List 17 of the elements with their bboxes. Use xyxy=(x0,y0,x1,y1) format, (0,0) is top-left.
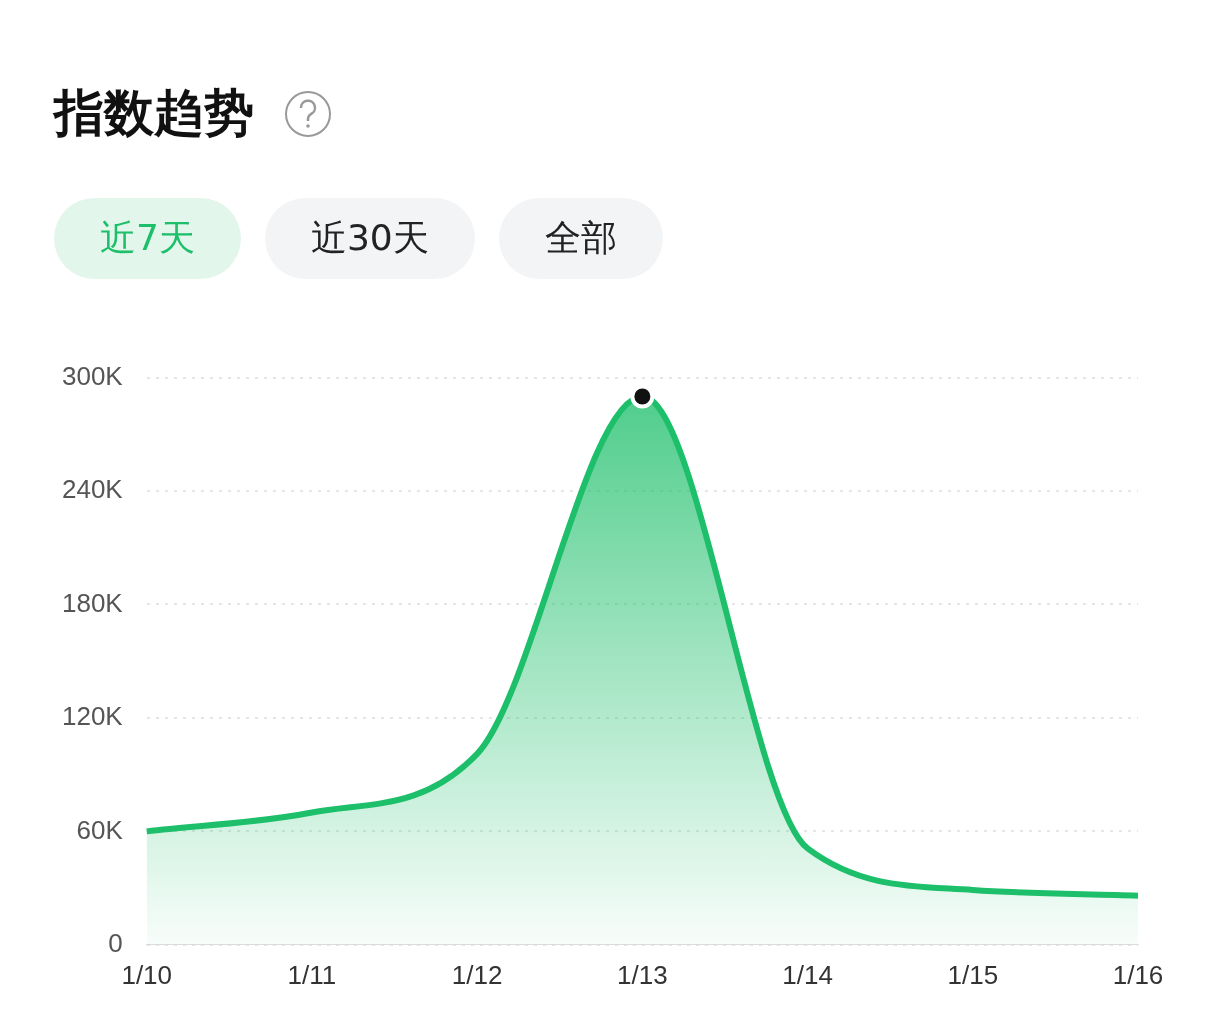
y-tick-label: 0 xyxy=(108,927,123,958)
x-tick-label: 1/10 xyxy=(121,959,173,990)
text: 近7天 xyxy=(54,198,241,279)
x-tick-label: 1/12 xyxy=(451,959,503,990)
y-tick-label: 120K xyxy=(61,701,124,732)
y-tick-label: 300K xyxy=(61,360,124,391)
chart-title: 指数趋势 xyxy=(54,83,254,144)
y-tick-label: 180K xyxy=(61,587,124,618)
x-tick-label: 1/16 xyxy=(1112,959,1164,990)
x-tick-label: 1/14 xyxy=(782,959,833,990)
x-tick-label: 1/13 xyxy=(617,959,668,990)
text: 近30天 xyxy=(264,198,475,279)
x-tick-label: 1/11 xyxy=(287,959,337,990)
x-tick-label: 1/15 xyxy=(947,959,999,990)
y-tick-label: 60K xyxy=(76,814,124,845)
text: 全部 xyxy=(498,198,663,279)
y-tick-label: 240K xyxy=(61,474,124,505)
